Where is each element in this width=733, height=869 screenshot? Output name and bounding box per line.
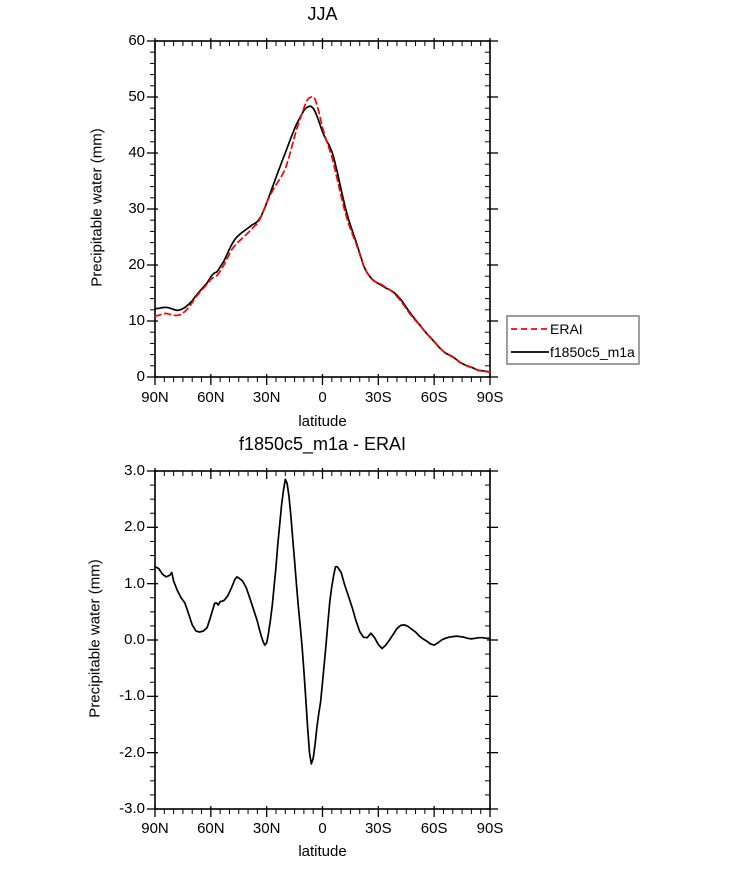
y-tick-label: 0	[136, 368, 145, 385]
x-tick-label: 60S	[420, 389, 448, 406]
x-tick-label: 90S	[476, 820, 504, 837]
legend-entry-erai: ERAI	[508, 317, 638, 340]
x-tick-label: 0	[318, 389, 327, 406]
legend: ERAI f1850c5_m1a	[506, 315, 640, 365]
x-tick-label: 0	[318, 820, 327, 837]
diff-line	[154, 478, 491, 765]
x-tick-label: 90N	[141, 820, 169, 837]
erai-line-sample	[511, 328, 549, 330]
x-tick-label: 30N	[252, 820, 281, 837]
axes-frame	[154, 470, 491, 810]
top-chart-title: JJA	[307, 4, 338, 24]
y-tick-label: 40	[128, 144, 145, 161]
x-tick-label: 90S	[476, 389, 504, 406]
y-tick-label: 50	[128, 88, 145, 105]
y-tick-label: 3.0	[124, 462, 145, 479]
y-tick-label: -3.0	[119, 800, 145, 817]
bottom-chart-title: f1850c5_m1a - ERAI	[238, 434, 407, 454]
axes-frame	[154, 40, 491, 378]
x-tick-label: 60N	[197, 389, 225, 406]
y-tick-label: 0.0	[124, 631, 145, 648]
bottom-chart-xlabel: latitude	[298, 843, 347, 860]
y-tick-label: 30	[128, 200, 145, 217]
x-tick-label: 30N	[252, 389, 281, 406]
y-tick-label: 1.0	[124, 574, 145, 592]
x-tick-label: 90N	[141, 389, 169, 406]
y-tick-label: 60	[128, 32, 145, 49]
legend-label-erai: ERAI	[550, 320, 583, 337]
y-tick-label: -2.0	[119, 743, 145, 761]
x-tick-label: 60S	[420, 820, 448, 837]
model-line-sample	[511, 351, 549, 353]
top-chart-xlabel: latitude	[298, 413, 347, 430]
x-tick-label: 30S	[364, 389, 392, 406]
model-line	[154, 105, 491, 373]
y-tick-label: -1.0	[119, 687, 145, 705]
y-tick-label: 2.0	[124, 518, 145, 536]
legend-entry-model: f1850c5_m1a	[508, 340, 638, 363]
y-tick-label: 20	[128, 256, 145, 273]
legend-label-model: f1850c5_m1a	[550, 343, 635, 360]
erai-line	[154, 95, 491, 373]
x-tick-label: 30S	[364, 820, 392, 837]
x-tick-label: 60N	[197, 820, 225, 837]
y-tick-label: 10	[128, 312, 145, 329]
